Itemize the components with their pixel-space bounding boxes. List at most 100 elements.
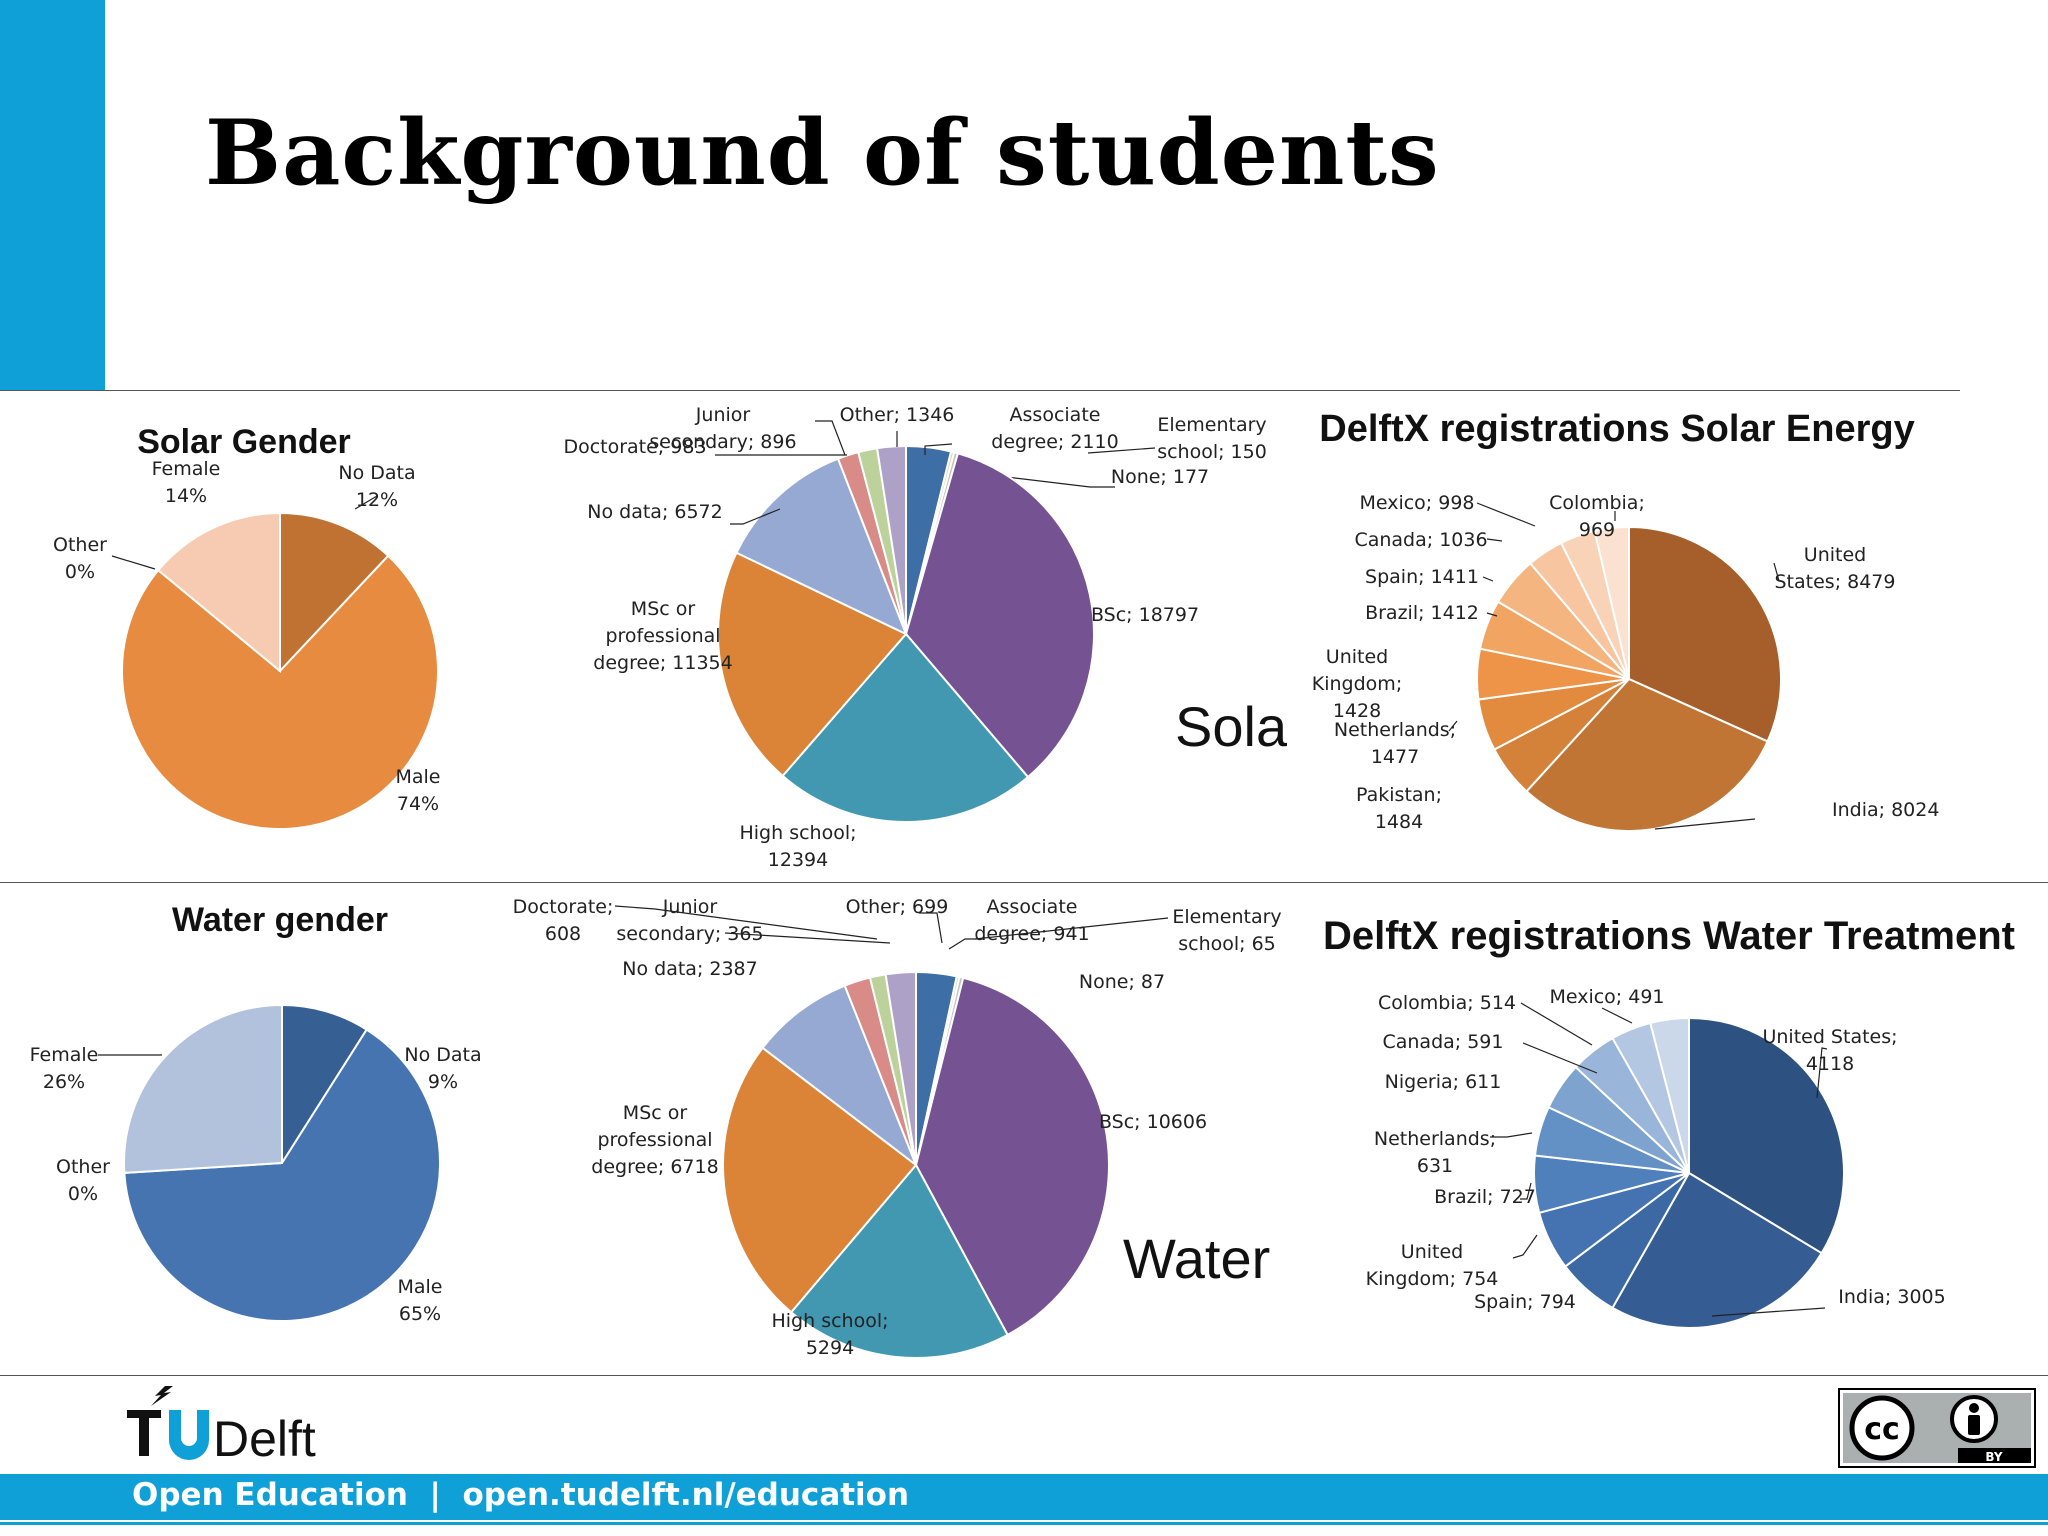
leader-india bbox=[1654, 818, 1756, 830]
leader-canada bbox=[1486, 538, 1503, 542]
footer-bar bbox=[0, 1474, 2048, 1520]
label-canada: Canada; 1036 bbox=[1354, 529, 1487, 551]
slice-united-states bbox=[1688, 1016, 1845, 1255]
label-united-kingdom: United Kingdom; 1428 bbox=[1312, 646, 1402, 722]
leader-no-data bbox=[730, 508, 781, 525]
slice-united-states bbox=[1628, 525, 1782, 743]
water-gender-pie: Water gender No Data 9% Male 65% Other 0% Femal… bbox=[30, 901, 482, 1325]
water-gender-chart: Water gender No Data 9% Male 65% Other 0% Femal… bbox=[0, 882, 506, 1376]
label-spain: Spain; 1411 bbox=[1365, 566, 1479, 588]
slice-other bbox=[884, 970, 917, 1166]
label-other: Other; 1346 bbox=[840, 404, 955, 426]
slice-no-data bbox=[761, 984, 919, 1168]
leader-netherlands bbox=[1490, 1132, 1533, 1138]
label-male: Male 74% bbox=[395, 766, 440, 815]
water-education-pie: Water Associate degree; 941 Elementary schoo… bbox=[513, 896, 1282, 1359]
slice-india bbox=[1611, 1171, 1824, 1329]
tudelft-logo: Delft bbox=[125, 1382, 335, 1467]
water-education-chart: Water Associate degree; 941 Elementary schoo… bbox=[505, 882, 1287, 1376]
label-high-school: High school; 5294 bbox=[771, 1310, 888, 1359]
label-associate-degree: Associate degree; 941 bbox=[974, 896, 1089, 945]
slice-no-data bbox=[281, 1003, 369, 1167]
leader-junior-secondary bbox=[724, 932, 891, 944]
label-united-states: United States; 4118 bbox=[1762, 1026, 1897, 1075]
slice-high-school bbox=[789, 1163, 1009, 1359]
label-pakistan: Pakistan; 1484 bbox=[1356, 784, 1442, 833]
label-bsc: BSc; 10606 bbox=[1099, 1111, 1207, 1133]
leader-united-kingdom bbox=[1512, 1234, 1538, 1259]
slice-high-school bbox=[781, 632, 1030, 823]
leader-spain bbox=[1482, 576, 1494, 582]
label-other: Other; 699 bbox=[846, 896, 949, 918]
leader-netherlands bbox=[1448, 720, 1458, 732]
flame-icon bbox=[151, 1386, 173, 1406]
footer-text: Open Education | open.tudelft.nl/educati… bbox=[132, 1477, 910, 1513]
chart-title: DelftX registrations Water Treatment bbox=[1323, 914, 2015, 958]
label-msc-or-professional-degree: MSc or professional degree; 6718 bbox=[591, 1102, 718, 1178]
label-colombia: Colombia; 969 bbox=[1549, 492, 1645, 541]
leader-other bbox=[111, 555, 156, 570]
label-bsc: BSc; 18797 bbox=[1091, 604, 1199, 626]
label-united-states: United States; 8479 bbox=[1775, 544, 1896, 593]
slice-no-data bbox=[735, 457, 908, 636]
label-brazil: Brazil; 727 bbox=[1434, 1186, 1536, 1208]
slice-female bbox=[156, 511, 281, 674]
accent-bar bbox=[0, 0, 105, 392]
license-label: BY bbox=[1985, 1450, 2002, 1464]
leader-brazil bbox=[1486, 612, 1498, 617]
label-spain: Spain; 794 bbox=[1474, 1291, 1576, 1313]
slice-msc-or-professional-degree bbox=[722, 1046, 918, 1314]
label-other: Other 0% bbox=[56, 1156, 110, 1205]
label-msc-or-professional-degree: MSc or professional degree; 11354 bbox=[593, 598, 732, 674]
label-brazil: Brazil; 1412 bbox=[1365, 602, 1479, 624]
solar-country-chart: DelftX registrations Solar Energy United S… bbox=[1287, 390, 1960, 883]
label-junior-secondary: Junior secondary; 365 bbox=[616, 896, 763, 945]
leader-elementary-school bbox=[1087, 447, 1156, 454]
cc-by-license-badge: cc BY bbox=[1838, 1388, 2036, 1468]
leader-no-data bbox=[354, 495, 378, 510]
label-none: None; 87 bbox=[1079, 971, 1165, 993]
overlay-label: Solar bbox=[1175, 695, 1287, 758]
label-junior-secondary: Junior secondary; 896 bbox=[649, 404, 796, 453]
svg-text:Delft: Delft bbox=[213, 1411, 316, 1462]
footer-line bbox=[0, 1522, 2048, 1525]
label-doctorate: Doctorate; 608 bbox=[513, 896, 614, 945]
slice-msc-or-professional-degree bbox=[717, 551, 908, 778]
leader-doctorate bbox=[614, 905, 878, 940]
label-colombia: Colombia; 514 bbox=[1378, 992, 1516, 1014]
label-netherlands: Netherlands; 1477 bbox=[1334, 719, 1456, 768]
leader-elementary-school bbox=[974, 917, 1169, 940]
label-high-school: High school; 12394 bbox=[739, 822, 856, 871]
label-elementary-school: Elementary school; 65 bbox=[1172, 906, 1281, 955]
leader-other bbox=[919, 912, 943, 944]
chart-title: DelftX registrations Solar Energy bbox=[1319, 408, 1915, 450]
solar-country-pie: DelftX registrations Solar Energy United S… bbox=[1312, 408, 1940, 833]
leader-mexico bbox=[1476, 502, 1536, 527]
slice-colombia bbox=[1593, 525, 1630, 680]
slice-male bbox=[121, 554, 439, 830]
label-netherlands: Netherlands; 631 bbox=[1374, 1128, 1496, 1177]
solar-gender-chart: Solar Gender No Data 12% Male 74% Other 0% Fema… bbox=[0, 390, 506, 883]
leader-junior-secondary bbox=[815, 420, 846, 456]
label-male: Male 65% bbox=[397, 1276, 442, 1325]
slice-male bbox=[123, 1028, 441, 1322]
leader-colombia bbox=[1520, 1002, 1593, 1046]
leader-mexico bbox=[1601, 1007, 1633, 1024]
label-associate-degree: Associate degree; 2110 bbox=[991, 404, 1118, 453]
label-mexico: Mexico; 998 bbox=[1359, 492, 1474, 514]
label-none: None; 177 bbox=[1111, 466, 1209, 488]
slice-female bbox=[123, 1003, 283, 1174]
leader-associate-degree bbox=[924, 443, 953, 455]
label-doctorate: Doctorate; 983 bbox=[563, 436, 706, 458]
label-elementary-school: Elementary school; 150 bbox=[1157, 414, 1267, 463]
label-no-data: No data; 2387 bbox=[622, 958, 757, 980]
leader-united-states bbox=[1773, 562, 1780, 582]
slice-india bbox=[1525, 677, 1769, 832]
leader-canada bbox=[1522, 1042, 1598, 1074]
label-united-kingdom: United Kingdom; 754 bbox=[1366, 1241, 1499, 1290]
leader-none bbox=[989, 474, 1115, 488]
cc-icon bbox=[1849, 1395, 1915, 1461]
